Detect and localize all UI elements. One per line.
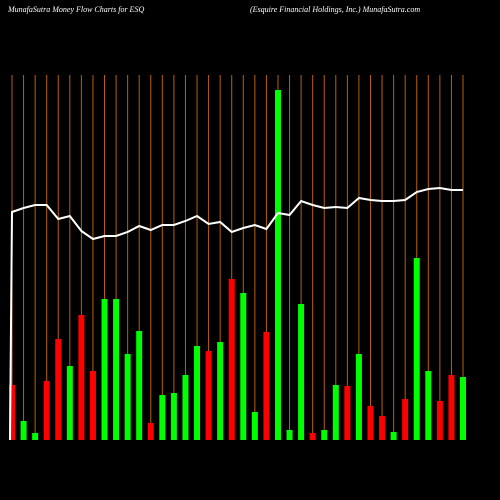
- bar: [240, 293, 247, 440]
- bar: [147, 423, 154, 440]
- bar: [113, 299, 120, 440]
- bar: [159, 395, 166, 440]
- bar: [460, 377, 466, 440]
- bar: [274, 90, 281, 440]
- bar: [55, 339, 62, 440]
- bar: [217, 342, 224, 440]
- bar: [43, 381, 50, 440]
- bar: [379, 416, 386, 440]
- bar: [136, 331, 143, 440]
- bar: [390, 432, 397, 440]
- bar: [89, 371, 96, 440]
- bar: [263, 332, 270, 440]
- bar: [402, 399, 409, 440]
- bar: [9, 385, 15, 440]
- bar: [355, 354, 362, 440]
- bar: [425, 371, 432, 440]
- bar: [332, 385, 339, 440]
- bar: [321, 430, 328, 440]
- chart-title: MunafaSutra Money Flow Charts for ESQ: [7, 5, 144, 14]
- bar: [182, 375, 189, 440]
- bar: [32, 433, 39, 440]
- bar: [205, 351, 212, 440]
- bar: [344, 386, 351, 440]
- bar: [309, 433, 316, 440]
- bar: [436, 401, 443, 440]
- bar: [251, 412, 258, 440]
- bar: [101, 299, 108, 440]
- bar: [170, 393, 177, 440]
- bar: [78, 315, 85, 440]
- bar: [20, 421, 27, 440]
- chart-subtitle: (Esquire Financial Holdings, Inc.) Munaf…: [250, 5, 420, 14]
- bar: [228, 279, 235, 440]
- bar: [124, 354, 131, 440]
- bar: [413, 258, 420, 440]
- price-line: [9, 186, 463, 441]
- bar: [286, 430, 293, 440]
- bar: [448, 375, 455, 440]
- bar: [298, 304, 305, 440]
- bar: [367, 406, 374, 440]
- bar: [66, 366, 73, 440]
- bar: [194, 346, 201, 440]
